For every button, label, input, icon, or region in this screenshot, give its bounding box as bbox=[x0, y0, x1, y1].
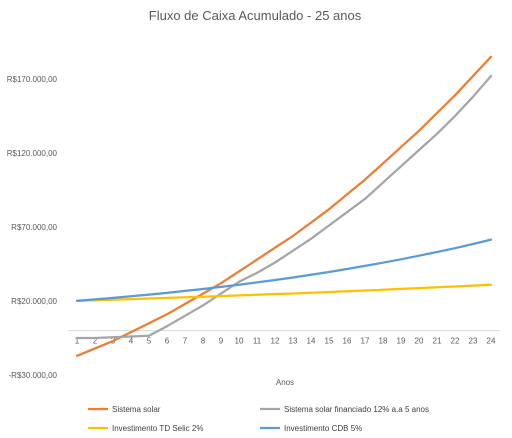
x-tick-label: 23 bbox=[469, 337, 478, 346]
x-tick-label: 22 bbox=[451, 337, 460, 346]
legend: Sistema solar Sistema solar financiado 12… bbox=[88, 405, 429, 433]
chart-title: Fluxo de Caixa Acumulado - 25 anos bbox=[149, 8, 362, 23]
x-tick-label: 14 bbox=[307, 337, 316, 346]
x-tick-label: 8 bbox=[201, 337, 206, 346]
legend-label: Investimento CDB 5% bbox=[284, 424, 362, 433]
legend-label: Sistema solar bbox=[112, 405, 161, 414]
y-tick-label: R$120.000,00 bbox=[7, 149, 58, 158]
series-line bbox=[75, 74, 493, 340]
y-tick-label: R$20.000,00 bbox=[11, 297, 57, 306]
plot-area bbox=[75, 55, 493, 357]
legend-label: Investimento TD Selic 2% bbox=[112, 424, 203, 433]
x-tick-label: 9 bbox=[219, 337, 224, 346]
x-tick-label: 16 bbox=[343, 337, 352, 346]
x-tick-label: 7 bbox=[183, 337, 188, 346]
x-tick-label: 10 bbox=[235, 337, 244, 346]
x-axis-label: Anos bbox=[276, 378, 294, 387]
y-tick-label: -R$30.000,00 bbox=[9, 371, 58, 380]
x-tick-label: 1 bbox=[75, 337, 80, 346]
x-axis: 1 2 3 4 5 6 7 8 9 10 11 12 13 14 15 16 17 18 19 20 21 22 23 24 bbox=[75, 337, 496, 346]
x-tick-label: 2 bbox=[93, 337, 98, 346]
series-line bbox=[75, 55, 493, 357]
x-tick-label: 12 bbox=[271, 337, 280, 346]
x-tick-label: 24 bbox=[487, 337, 496, 346]
x-tick-label: 21 bbox=[433, 337, 442, 346]
series-line bbox=[75, 283, 493, 303]
y-axis: R$170.000,00 R$120.000,00 R$70.000,00 R$20.… bbox=[7, 75, 58, 380]
x-tick-label: 4 bbox=[129, 337, 134, 346]
x-tick-label: 17 bbox=[361, 337, 370, 346]
x-tick-label: 19 bbox=[397, 337, 406, 346]
x-tick-label: 6 bbox=[165, 337, 170, 346]
x-tick-label: 13 bbox=[289, 337, 298, 346]
series-line bbox=[75, 238, 493, 302]
x-tick-label: 18 bbox=[379, 337, 388, 346]
x-tick-label: 15 bbox=[325, 337, 334, 346]
legend-label: Sistema solar financiado 12% a.a 5 anos bbox=[284, 405, 429, 414]
y-tick-label: R$70.000,00 bbox=[11, 223, 57, 232]
x-tick-label: 5 bbox=[147, 337, 152, 346]
x-tick-label: 11 bbox=[253, 337, 262, 346]
y-tick-label: R$170.000,00 bbox=[7, 75, 58, 84]
x-tick-label: 20 bbox=[415, 337, 424, 346]
